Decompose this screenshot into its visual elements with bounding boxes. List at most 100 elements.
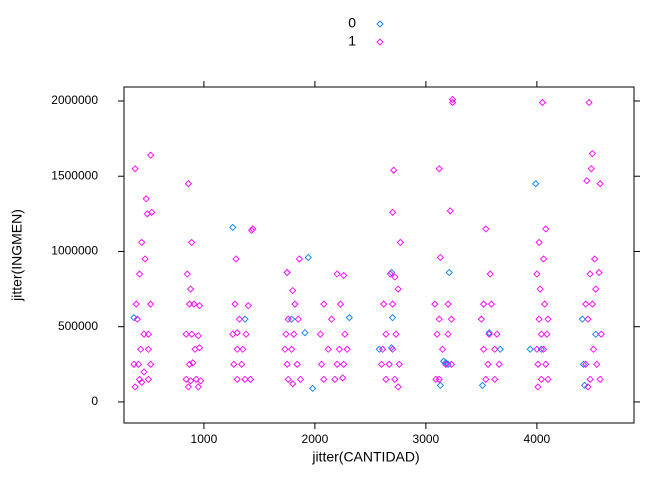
point xyxy=(597,330,605,338)
point xyxy=(144,375,153,384)
point xyxy=(382,330,390,338)
point xyxy=(578,315,587,323)
point xyxy=(586,375,594,384)
point xyxy=(585,98,593,107)
y-tick-label: 0 xyxy=(91,394,98,408)
point xyxy=(182,330,190,338)
point xyxy=(233,345,241,353)
x-tick-label: 4000 xyxy=(524,432,551,446)
point xyxy=(130,314,138,322)
point xyxy=(327,315,336,323)
point xyxy=(391,375,399,384)
point xyxy=(442,360,450,368)
point xyxy=(188,330,196,338)
point xyxy=(335,345,343,353)
point xyxy=(580,381,589,390)
point xyxy=(186,285,195,293)
x-axis-label: jitter(CANTIDAD) xyxy=(311,449,419,465)
point xyxy=(595,268,603,277)
point xyxy=(248,226,256,235)
y-tick-label: 500000 xyxy=(58,319,98,333)
point xyxy=(195,301,204,310)
point xyxy=(144,330,153,338)
point xyxy=(485,329,493,337)
point xyxy=(539,345,548,353)
point xyxy=(482,225,490,233)
point xyxy=(133,315,141,323)
point xyxy=(448,95,457,104)
point xyxy=(283,268,291,277)
point xyxy=(391,273,399,281)
point xyxy=(378,345,387,353)
point xyxy=(316,330,325,338)
point xyxy=(324,345,332,353)
point xyxy=(445,268,453,277)
point xyxy=(229,223,237,232)
point xyxy=(340,360,348,368)
point xyxy=(579,360,588,368)
point xyxy=(433,330,441,338)
point xyxy=(477,315,486,323)
point xyxy=(148,208,156,216)
point xyxy=(539,255,548,263)
point xyxy=(284,315,292,323)
point xyxy=(584,383,592,391)
legend-label: 0 xyxy=(348,15,356,31)
point xyxy=(131,383,139,391)
point xyxy=(487,300,496,308)
point xyxy=(444,330,452,338)
point xyxy=(582,360,590,368)
point xyxy=(194,383,202,391)
point xyxy=(537,345,545,353)
plot-frame xyxy=(123,86,635,424)
point xyxy=(182,375,190,384)
point xyxy=(235,315,244,323)
point xyxy=(388,314,397,322)
point xyxy=(192,375,200,384)
point xyxy=(592,285,600,293)
point xyxy=(395,360,403,368)
point xyxy=(289,380,297,388)
point xyxy=(486,270,494,278)
x-tick-label: 2000 xyxy=(302,432,329,446)
point xyxy=(336,300,345,308)
point xyxy=(587,165,595,173)
point xyxy=(588,300,597,308)
point xyxy=(533,270,541,278)
point xyxy=(432,375,440,384)
point xyxy=(444,360,452,368)
point xyxy=(535,315,543,323)
x-tick-label: 3000 xyxy=(413,432,440,446)
point xyxy=(448,98,457,107)
point xyxy=(144,345,153,353)
point xyxy=(532,180,540,188)
point xyxy=(130,360,138,368)
point xyxy=(542,360,550,368)
x-tick-label: 1000 xyxy=(191,432,218,446)
point xyxy=(131,165,139,173)
point xyxy=(541,300,549,308)
point xyxy=(147,360,155,368)
point xyxy=(190,300,198,308)
point xyxy=(496,345,504,353)
point xyxy=(596,180,604,188)
y-tick-label: 1000000 xyxy=(51,244,98,258)
point xyxy=(392,330,400,338)
point xyxy=(140,368,148,376)
point xyxy=(283,268,291,277)
point xyxy=(242,330,250,338)
point xyxy=(230,360,238,368)
point xyxy=(282,330,290,338)
point xyxy=(495,360,503,368)
point xyxy=(233,329,241,337)
point xyxy=(135,270,144,278)
point xyxy=(436,381,444,390)
y-tick-label: 2000000 xyxy=(51,93,98,107)
point xyxy=(290,330,298,338)
point xyxy=(377,360,386,368)
point xyxy=(289,286,297,295)
point xyxy=(385,360,393,368)
point xyxy=(388,208,397,216)
point xyxy=(140,330,148,338)
point xyxy=(431,300,439,308)
